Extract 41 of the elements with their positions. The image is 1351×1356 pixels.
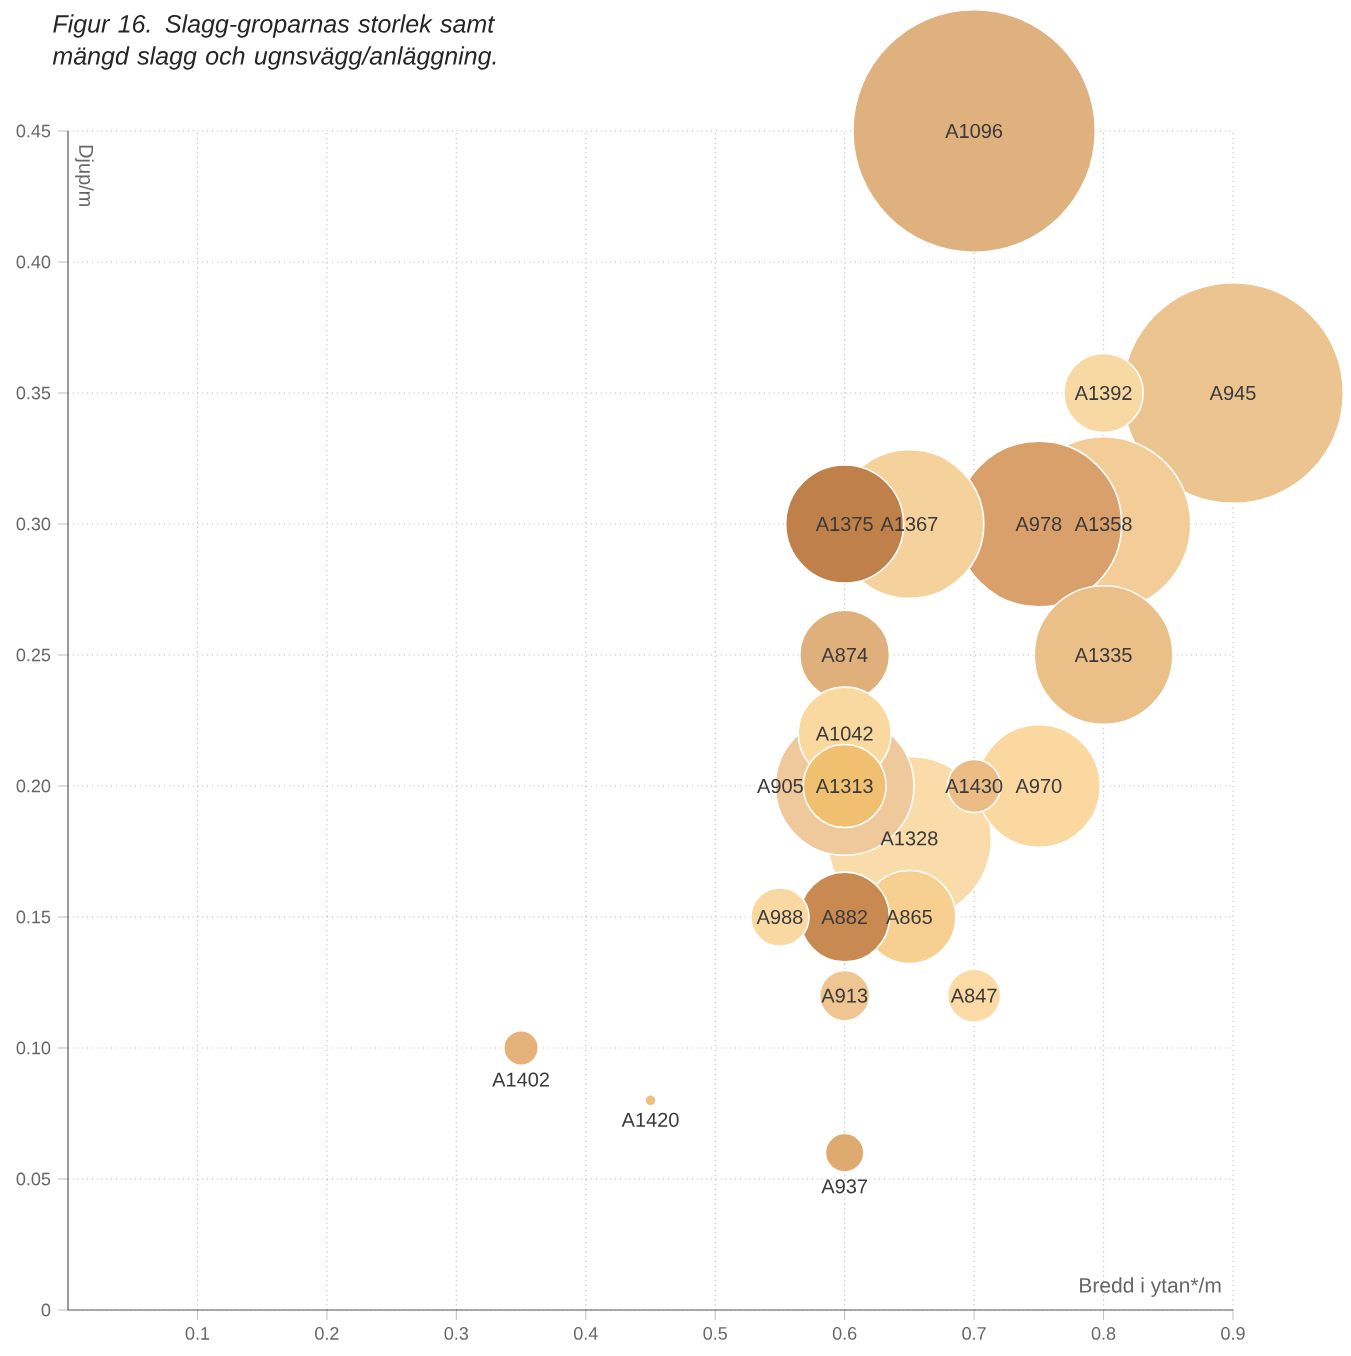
annotation: A1392	[1074, 385, 1132, 401]
x-tick-label: 0.4	[573, 1327, 598, 1340]
y-tick-label: 0.25	[16, 648, 51, 662]
y-tick-label: 0.05	[16, 1172, 51, 1186]
annotation: A913	[821, 988, 868, 1003]
x-tick-label: 0.3	[444, 1327, 469, 1340]
x-axis-title: Bredd i ytan*/m	[1080, 1277, 1221, 1297]
y-tick-label: 0.10	[16, 1041, 51, 1055]
annotation: A1042	[815, 726, 873, 741]
annotation: A1420	[621, 1112, 679, 1127]
x-tick-label: 0.1	[185, 1327, 210, 1340]
annotation: A847	[950, 988, 997, 1003]
annotation: A1367	[880, 516, 938, 532]
x-tick-label: 0.9	[1221, 1327, 1245, 1340]
y-tick-label: 0.45	[16, 124, 51, 138]
annotation: A978	[1015, 516, 1062, 532]
annotation: A1313	[815, 778, 873, 794]
y-tick-label: 0.35	[16, 386, 51, 400]
annotation: A937	[821, 1179, 868, 1194]
annotation: A945	[1209, 385, 1256, 401]
x-tick-label: 0.6	[832, 1327, 857, 1340]
y-tick-label: 0.40	[16, 255, 51, 269]
x-tick-label: 0.2	[315, 1327, 339, 1340]
annotation: A1335	[1074, 647, 1132, 663]
annotation: A988	[756, 909, 803, 925]
x-tick-label: 0.8	[1091, 1327, 1116, 1340]
annotation: A970	[1015, 778, 1062, 794]
y-tick-label: 0.20	[16, 779, 51, 793]
x-tick-label: 0.7	[962, 1327, 986, 1340]
annotation: A1375	[815, 516, 873, 532]
annotation: A1096	[945, 123, 1003, 139]
y-tick-label: 0.30	[16, 517, 51, 531]
chart-title: Figur 16. Slagg-groparnas storlek samt mängd slagg och ugnsvägg/anläggning.	[52, 14, 496, 70]
annotation: A874	[821, 647, 868, 663]
annotation: A1328	[880, 831, 938, 846]
y-tick-label: 0.15	[16, 910, 51, 924]
annotation: A882	[821, 909, 868, 925]
annotation: A1402	[492, 1072, 549, 1087]
x-tick-label: 0.5	[703, 1327, 727, 1340]
y-tick-label: 0	[41, 1303, 51, 1317]
y-axis-title: Djup/m	[75, 145, 94, 207]
